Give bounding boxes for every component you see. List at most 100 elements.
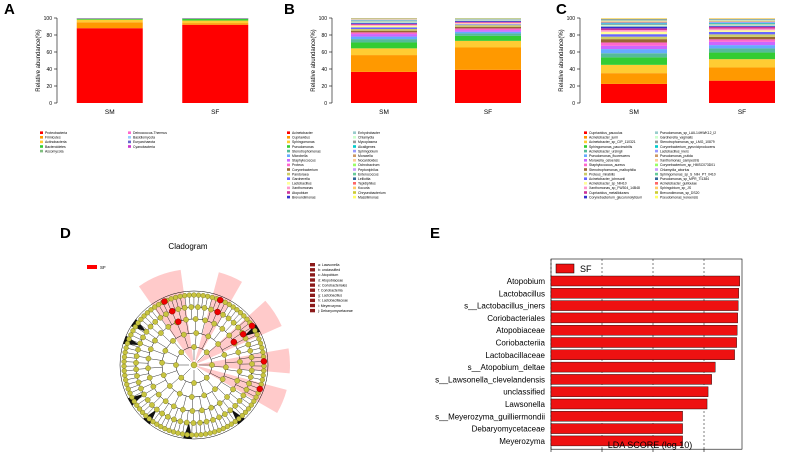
clade-node <box>122 359 127 364</box>
legend-swatch <box>353 173 356 176</box>
lda-bar-label: Debaryomycetaceae <box>472 425 546 434</box>
clade-node <box>261 373 266 378</box>
legend-swatch <box>655 150 658 153</box>
taxa-legend-swatch <box>310 268 315 271</box>
clade-node <box>191 344 196 349</box>
clade-node <box>182 293 187 298</box>
legend-swatch <box>584 191 587 194</box>
taxa-legend-label: h: Lactobacillaceae <box>318 299 348 303</box>
y-tick-label: 100 <box>567 16 576 22</box>
legend-swatch <box>128 145 131 148</box>
bar-segment <box>601 25 667 26</box>
y-tick-label: 0 <box>324 101 327 107</box>
y-tick-label: 40 <box>321 67 327 73</box>
clade-node <box>223 365 228 370</box>
bar-segment <box>77 20 143 23</box>
clade-node <box>227 333 232 338</box>
clade-node <box>191 420 196 425</box>
lda-bar-label: unclassified <box>503 388 545 397</box>
legend-label: Corynebacterium_pyruviciproducens <box>660 145 715 149</box>
bar-segment <box>351 55 417 72</box>
legend-label: Brevundimonas <box>292 195 316 199</box>
clade-node <box>202 305 207 310</box>
lda-bar <box>551 276 740 286</box>
lda-bar-label: Coriobacteriales <box>487 314 545 323</box>
lda-bar-label: Atopobium <box>507 277 546 286</box>
clade-node <box>197 420 202 425</box>
legend-label: Stenotrophomonas <box>292 149 321 153</box>
legend-label: Chlamydia <box>358 136 374 140</box>
clade-node <box>222 352 227 357</box>
bar-segment <box>709 39 775 41</box>
legend-swatch <box>655 196 658 199</box>
legend-swatch <box>655 182 658 185</box>
clade-node <box>163 399 168 404</box>
legend-swatch <box>353 182 356 185</box>
legend-swatch <box>353 145 356 148</box>
clade-node <box>231 320 236 325</box>
legend-label: Alcaligenes <box>358 145 376 149</box>
clade-node <box>125 341 130 346</box>
legend-swatch <box>287 187 290 190</box>
legend-swatch <box>287 177 290 180</box>
clade-node <box>224 394 229 399</box>
legend-swatch <box>353 164 356 167</box>
taxa-legend-label: c: Atopobium <box>318 273 338 277</box>
legend-label: Pseudomonas_sp_LAIL14HWK12_I2 <box>660 131 716 135</box>
clade-node <box>138 386 143 391</box>
clade-node <box>203 432 208 437</box>
clade-node <box>180 432 185 437</box>
y-tick-label: 100 <box>319 16 328 22</box>
lda-bar-label: s__Lawsonella_clevelandensis <box>435 375 545 384</box>
clade-node <box>171 430 176 435</box>
lda-bar-label: Lactobacillus <box>499 289 545 298</box>
clade-node <box>122 355 127 360</box>
legend-label: Mycoplasma <box>358 140 377 144</box>
taxa-legend-label: j: Debaryomycetaceae <box>317 309 353 313</box>
legend-swatch <box>584 145 587 148</box>
legend-swatch <box>584 187 587 190</box>
bar-segment <box>709 24 775 25</box>
clade-node <box>158 315 163 320</box>
legend-label: Lactobacillus <box>292 182 312 186</box>
clade-node <box>158 330 163 335</box>
clade-node <box>259 345 264 350</box>
legend-swatch <box>353 136 356 139</box>
clade-node <box>202 393 207 398</box>
bar-segment <box>77 28 143 103</box>
bar-segment <box>351 32 417 34</box>
legend-swatch <box>584 177 587 180</box>
legend-label: Tepidiphilus <box>358 182 376 186</box>
clade-node <box>187 293 192 298</box>
clade-node <box>167 383 172 388</box>
clade-node <box>189 394 194 399</box>
clade-node <box>199 408 204 413</box>
legend-swatch <box>584 159 587 162</box>
y-tick-label: 100 <box>44 16 53 22</box>
clade-node <box>204 350 209 355</box>
bar-segment <box>351 39 417 42</box>
clade-node <box>230 387 235 392</box>
legend-label: Lactobacillus_iners <box>660 149 689 153</box>
legend-label: Pseudomonas_koreensis <box>660 195 698 199</box>
bar-segment <box>455 28 521 30</box>
clade-node <box>160 411 165 416</box>
legend-label: Actinobacteria <box>45 140 67 144</box>
lda-bar <box>551 387 708 397</box>
clade-node <box>220 326 225 331</box>
clade-node-significant <box>249 323 255 329</box>
bar-segment <box>601 39 667 42</box>
bar-segment <box>351 29 417 31</box>
bar-segment <box>182 25 248 103</box>
clade-node <box>249 368 254 373</box>
legend-label: Sphingomonas_sp_S_NIH_PT_0410 <box>660 172 716 176</box>
legend-label: Corynebacterium_glucuronolyticum <box>589 195 642 199</box>
legend-swatch <box>584 196 587 199</box>
bar-segment <box>455 32 521 34</box>
y-tick-label: 60 <box>569 50 575 56</box>
bar-segment <box>709 25 775 26</box>
clade-node <box>181 332 186 337</box>
legend-swatch <box>128 136 131 139</box>
legend-label: Pseudomonas_sp_MPR_TI1384 <box>660 177 709 181</box>
clade-node <box>246 381 251 386</box>
